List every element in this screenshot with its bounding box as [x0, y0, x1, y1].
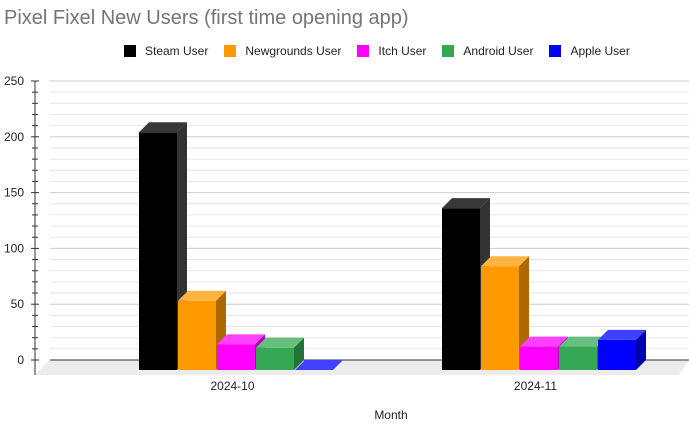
- bar-front: [598, 339, 636, 370]
- bar-top: [217, 334, 265, 345]
- legend-item-itch[interactable]: Itch User: [357, 44, 426, 58]
- legend-label-newgrounds: Newgrounds User: [245, 44, 342, 58]
- legend-swatch-newgrounds: [224, 45, 237, 57]
- x-tick-label: 2024-10: [210, 379, 254, 393]
- legend-swatch-itch: [357, 45, 370, 57]
- bar-top: [178, 290, 226, 301]
- bar-front: [442, 208, 480, 370]
- legend-swatch-apple: [549, 45, 562, 57]
- legend-item-newgrounds[interactable]: Newgrounds User: [224, 44, 341, 58]
- bar-top: [442, 198, 490, 209]
- y-tick-label: 150: [4, 186, 24, 200]
- legend-swatch-steam: [124, 45, 136, 57]
- x-axis-label: Month: [374, 408, 408, 422]
- y-tick-label: 200: [4, 130, 24, 144]
- legend-item-android[interactable]: Android User: [442, 44, 533, 58]
- legend-label-itch: Itch User: [378, 44, 427, 58]
- bar-front: [178, 300, 216, 370]
- y-tick-label: 250: [4, 74, 24, 88]
- bar-front: [139, 132, 177, 370]
- legend-item-apple[interactable]: Apple User: [549, 44, 630, 58]
- bar-top: [295, 360, 343, 370]
- x-tick-label: 2024-11: [514, 379, 557, 393]
- bar-side: [294, 337, 304, 370]
- y-tick-label: 100: [4, 241, 24, 255]
- bar-top: [139, 122, 187, 133]
- legend-label-android: Android User: [463, 44, 534, 58]
- legend-swatch-android: [442, 45, 455, 57]
- bar-top: [598, 329, 646, 340]
- legend-label-apple: Apple User: [570, 44, 630, 58]
- bar-front: [481, 266, 519, 370]
- bar-side: [636, 329, 646, 370]
- y-tick-label: 50: [11, 297, 25, 311]
- bar-top: [481, 256, 529, 267]
- bar-front: [256, 347, 294, 370]
- bar-top: [520, 336, 568, 347]
- bar-top: [559, 336, 607, 347]
- legend-item-steam[interactable]: Steam User: [124, 44, 208, 58]
- bar-top: [256, 337, 304, 348]
- chart-title: Pixel Fixel New Users (first time openin…: [4, 7, 409, 29]
- bar-front: [217, 344, 255, 370]
- bar-front: [520, 346, 558, 370]
- bar-front: [559, 346, 597, 370]
- legend-label-steam: Steam User: [145, 44, 209, 58]
- chart-legend: Steam User Newgrounds User Itch User And…: [124, 44, 646, 58]
- y-tick-label: 0: [17, 353, 24, 367]
